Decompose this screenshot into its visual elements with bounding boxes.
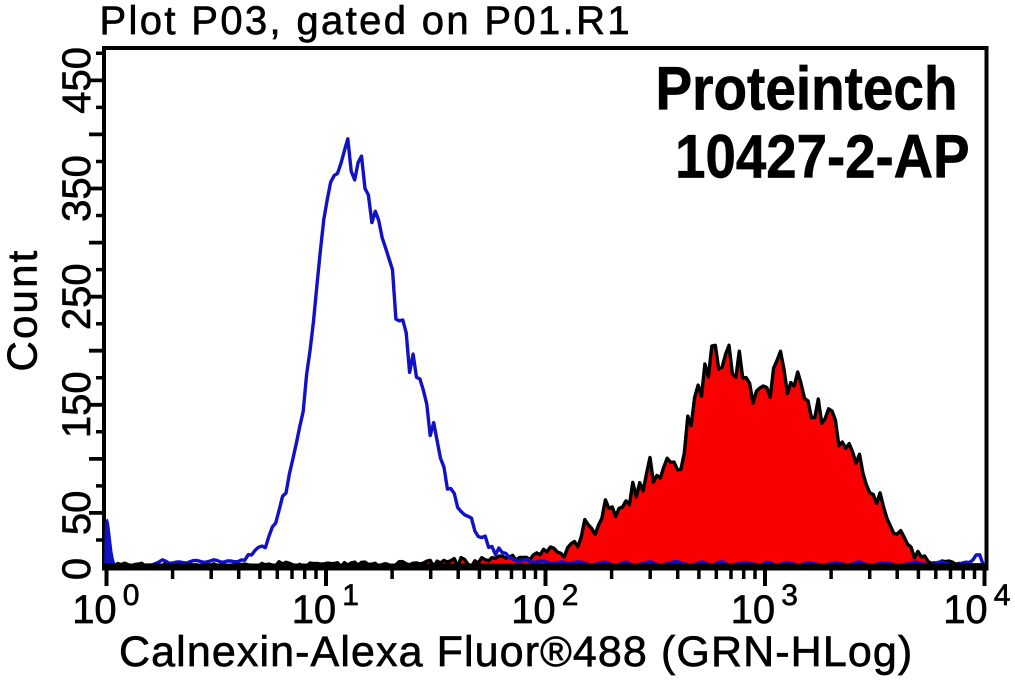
- svg-text:2: 2: [562, 579, 579, 612]
- svg-text:3: 3: [781, 579, 798, 612]
- svg-text:1: 1: [342, 579, 359, 612]
- svg-text:10427-2-AP: 10427-2-AP: [675, 124, 969, 191]
- svg-text:10: 10: [72, 588, 117, 632]
- svg-text:350: 350: [55, 155, 99, 222]
- svg-text:Calnexin-Alexa Fluor®488 (GRN-: Calnexin-Alexa Fluor®488 (GRN-HLog): [119, 628, 913, 676]
- svg-text:0: 0: [123, 579, 140, 612]
- svg-text:10: 10: [511, 588, 556, 632]
- svg-text:4: 4: [994, 579, 1011, 612]
- svg-text:Plot P03, gated on P01.R1: Plot P03, gated on P01.R1: [100, 0, 632, 43]
- svg-text:10: 10: [292, 588, 337, 632]
- svg-text:0: 0: [55, 558, 99, 580]
- svg-text:Proteintech: Proteintech: [656, 55, 958, 123]
- svg-text:10: 10: [943, 588, 988, 632]
- svg-text:Count: Count: [0, 248, 46, 371]
- svg-text:10: 10: [731, 588, 776, 632]
